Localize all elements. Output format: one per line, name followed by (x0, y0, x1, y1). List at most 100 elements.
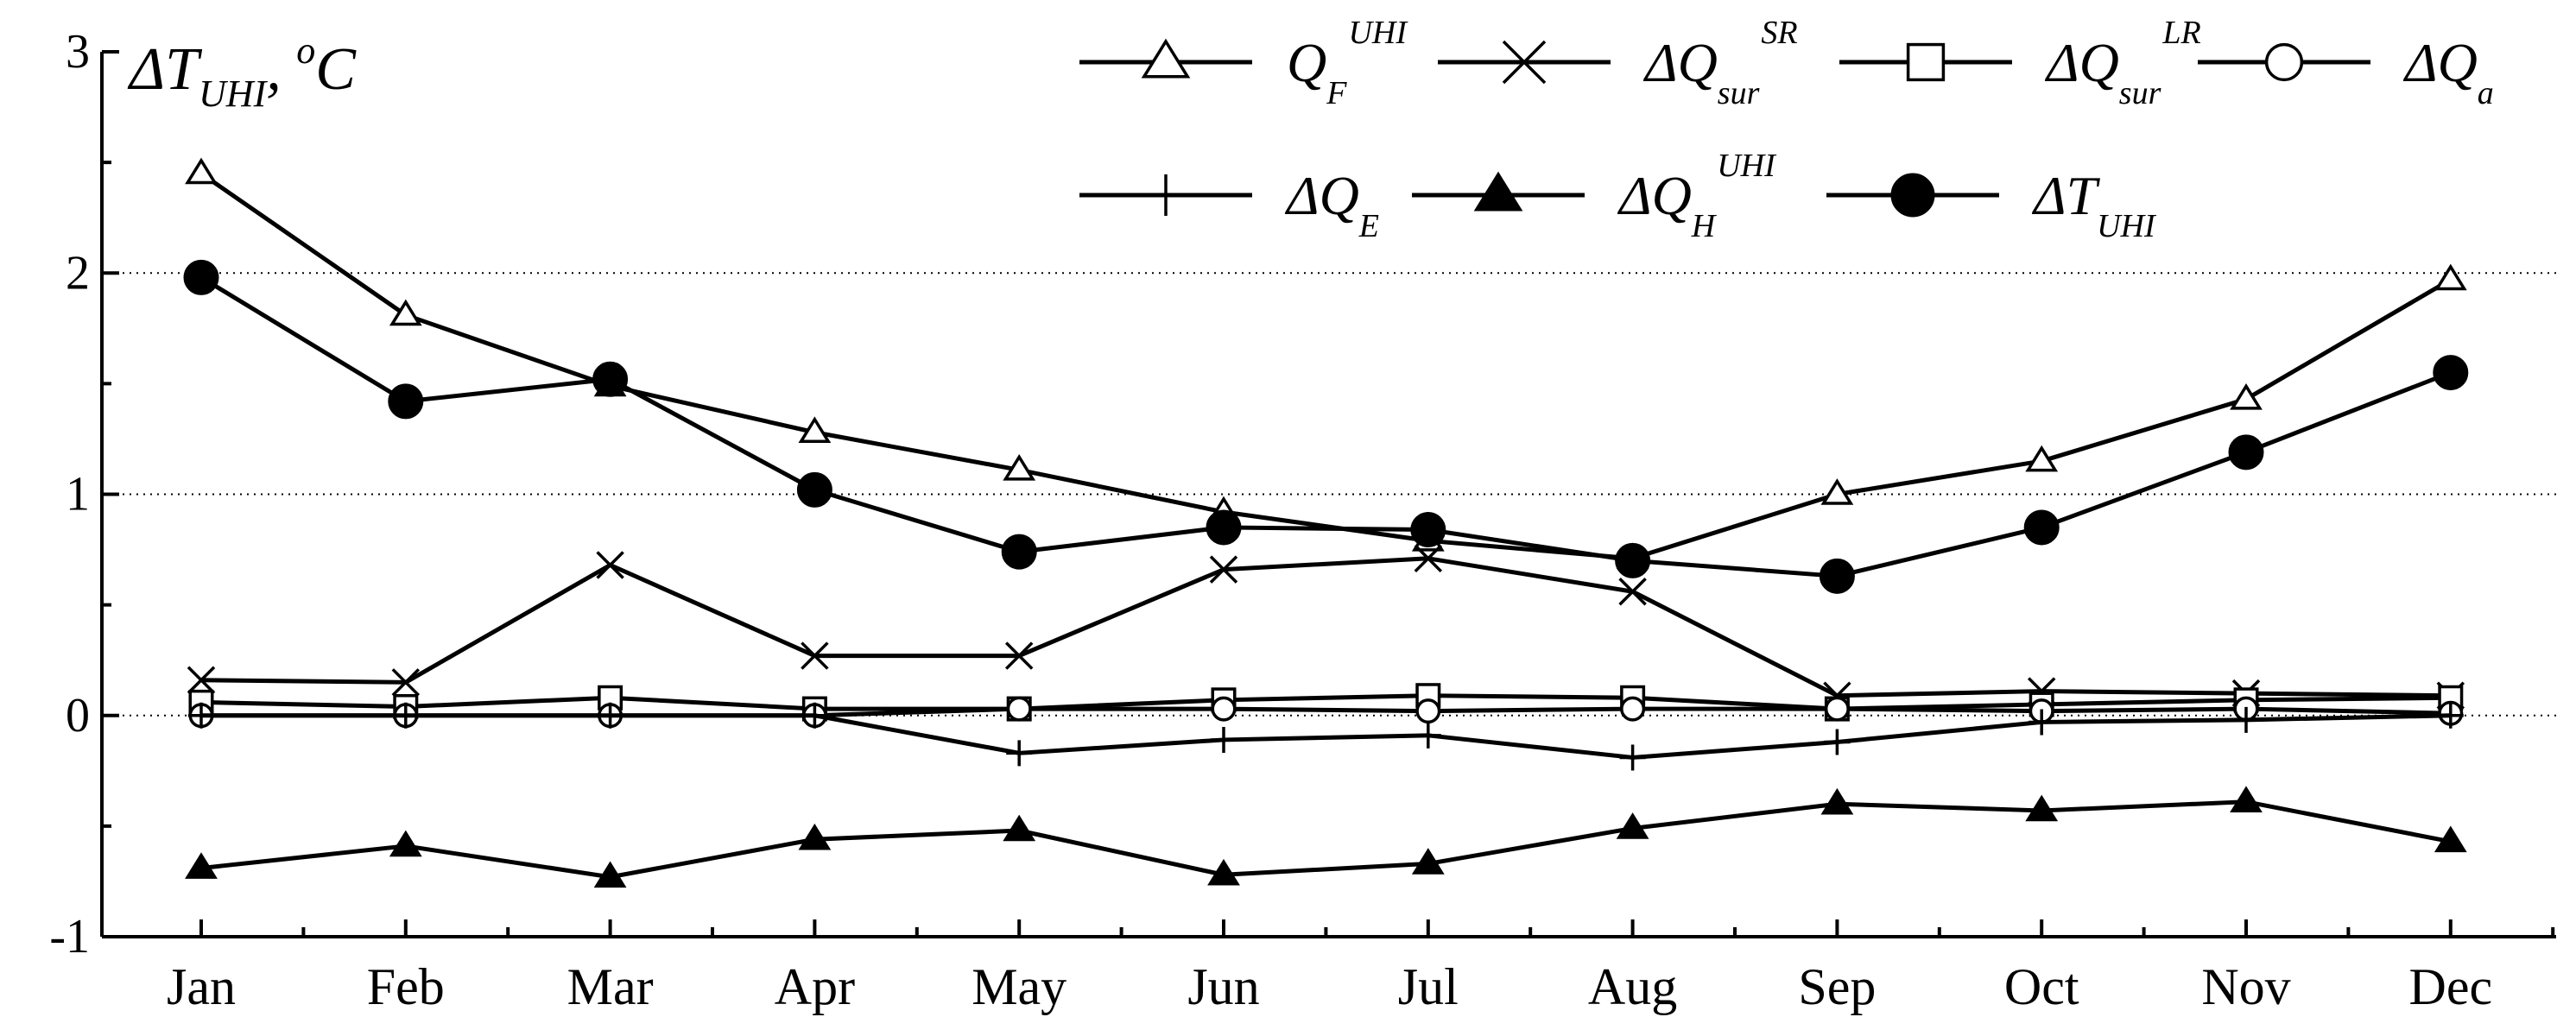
data-point (1906, 42, 1946, 82)
legend-label: ΔTUHI (2031, 165, 2157, 244)
legend-label: ΔQsurLR (2044, 15, 2201, 111)
data-point (1820, 478, 1854, 505)
data-point (1209, 555, 1238, 584)
data-point (1415, 698, 1441, 724)
legend-item-TUHI: ΔTUHI (1826, 165, 2157, 244)
legend-label: ΔQE (1284, 165, 1379, 244)
data-point (389, 830, 422, 857)
data-point (1415, 722, 1441, 749)
data-point (796, 471, 832, 508)
series-line (199, 275, 2452, 578)
axes: -1 0 1 2 3 Jan Feb Mar Apr May Jun Jul Aug Sep Oct Nov D… (49, 25, 2556, 1015)
series-QE (188, 702, 2464, 771)
legend: QFUHI ΔQsurSR ΔQsurLR ΔQa ΔQE ΔQHUHI ΔTUHI (1079, 15, 2494, 244)
data-point (2437, 702, 2464, 729)
series-line (200, 693, 2451, 711)
data-point (801, 641, 829, 670)
y-tick-label: 0 (66, 689, 90, 742)
data-point (1820, 787, 1854, 815)
series-Qsur_SR (187, 544, 2465, 710)
data-point (187, 666, 216, 694)
data-point (1473, 171, 1523, 212)
series-line (200, 799, 2452, 880)
data-point (2023, 509, 2060, 546)
legend-item-QF: QFUHI (1079, 15, 1408, 111)
data-point (2025, 794, 2059, 822)
legend-item-QH: ΔQHUHI (1412, 148, 1777, 244)
y-axis-label-sub: UHI (199, 73, 269, 115)
series-line (199, 171, 2453, 561)
data-point (188, 702, 214, 729)
data-point (1616, 812, 1649, 839)
y-tick-label: 2 (66, 246, 90, 300)
data-point (1006, 696, 1032, 722)
series-TUHI (183, 259, 2469, 594)
legend-item-Qsur_SR: ΔQsurSR (1438, 15, 1798, 111)
data-point (2230, 382, 2263, 410)
data-point (596, 551, 624, 579)
data-point (1414, 544, 1443, 573)
data-point (1615, 542, 1651, 578)
legend-item-Qsur_LR: ΔQsurLR (1839, 15, 2201, 111)
y-axis-label-sep: , (266, 36, 296, 103)
data-point (2434, 263, 2467, 291)
legend-label: ΔQsurSR (1642, 15, 1798, 111)
x-tick-label: Oct (2004, 958, 2079, 1015)
y-tick-label: 1 (66, 468, 90, 521)
data-point (1207, 858, 1240, 886)
data-point (593, 861, 627, 888)
x-tick-label: Mar (567, 958, 654, 1015)
y-axis-label-sup: o (296, 29, 315, 72)
data-point (185, 852, 218, 879)
data-point (1141, 38, 1191, 79)
x-tick-label: May (972, 958, 1066, 1015)
y-axis-label: ΔTUHI, oC (127, 29, 357, 115)
data-point (1004, 641, 1034, 670)
data-point (388, 383, 424, 420)
data-point (1618, 578, 1647, 606)
data-point (1003, 453, 1036, 481)
data-point (1001, 534, 1037, 570)
data-point (389, 299, 422, 326)
data-point (798, 416, 832, 443)
x-tick-label: Jun (1187, 958, 1259, 1015)
data-point (592, 361, 629, 397)
y-axis-label-unit: C (315, 36, 357, 103)
data-point (1890, 173, 1935, 218)
data-point (1824, 729, 1851, 755)
data-point (2228, 434, 2264, 471)
data-point (1410, 512, 1446, 547)
data-point (1006, 740, 1033, 767)
x-tick-label: Apr (775, 958, 855, 1015)
series-line (201, 713, 2451, 760)
data-point (392, 702, 419, 729)
x-tick-label: Jan (167, 958, 236, 1015)
y-axis-label-main: ΔT (127, 36, 203, 103)
x-tick-label: Nov (2201, 958, 2290, 1015)
data-point (1206, 509, 1242, 546)
series-QH (185, 786, 2467, 888)
legend-item-Qa: ΔQa (2198, 32, 2494, 111)
data-point (2264, 42, 2304, 82)
data-point (1620, 696, 1646, 722)
data-point (2230, 786, 2263, 812)
data-point (391, 668, 421, 697)
x-tick-label: Jul (1398, 958, 1459, 1015)
data-point (1211, 726, 1237, 753)
data-point (2025, 445, 2059, 472)
data-point (1145, 174, 1187, 216)
data-point (185, 157, 218, 185)
legend-item-QE: ΔQE (1079, 165, 1379, 244)
y-tick-label: 3 (66, 25, 90, 79)
data-point (2433, 355, 2469, 391)
data-point (801, 702, 828, 729)
data-point (1619, 744, 1646, 771)
series-line (200, 556, 2451, 698)
data-point (798, 823, 832, 850)
x-tick-label: Feb (367, 958, 445, 1015)
data-point (2233, 706, 2259, 733)
data-point (1411, 848, 1445, 875)
data-point (1824, 696, 1850, 722)
data-point (2029, 709, 2055, 736)
